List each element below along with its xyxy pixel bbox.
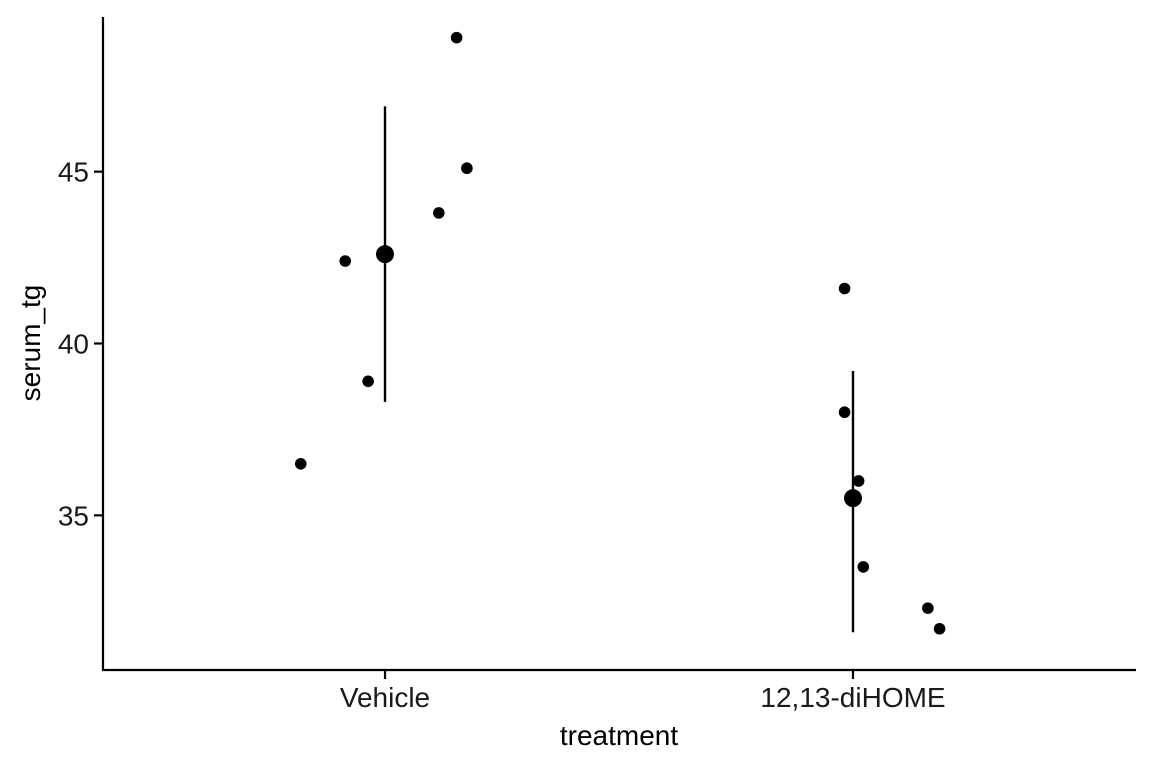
x-axis-title: treatment <box>560 720 678 751</box>
data-point <box>838 406 851 419</box>
x-tick-label: Vehicle <box>340 682 430 713</box>
data-point <box>461 162 473 175</box>
data-point <box>362 375 374 388</box>
mean-point <box>844 489 862 508</box>
x-axis-ticks: Vehicle 12,13-diHOME <box>340 670 946 713</box>
y-tick-label: 40 <box>58 329 89 360</box>
mean-point <box>376 245 394 264</box>
data-point <box>339 255 352 267</box>
data-point <box>933 622 946 635</box>
data-point <box>922 602 934 614</box>
x-tick-label: 12,13-diHOME <box>760 682 945 713</box>
y-axis-title: serum_tg <box>15 285 46 402</box>
data-point <box>852 475 865 487</box>
data-point <box>433 207 445 219</box>
data-point <box>450 31 463 44</box>
y-tick-label: 35 <box>58 500 89 531</box>
data-point <box>838 282 851 295</box>
y-tick-label: 45 <box>58 157 89 188</box>
y-axis-ticks: 35 40 45 <box>58 157 103 531</box>
data-point <box>857 561 870 573</box>
data-point <box>294 457 307 470</box>
plot-area <box>294 31 946 635</box>
